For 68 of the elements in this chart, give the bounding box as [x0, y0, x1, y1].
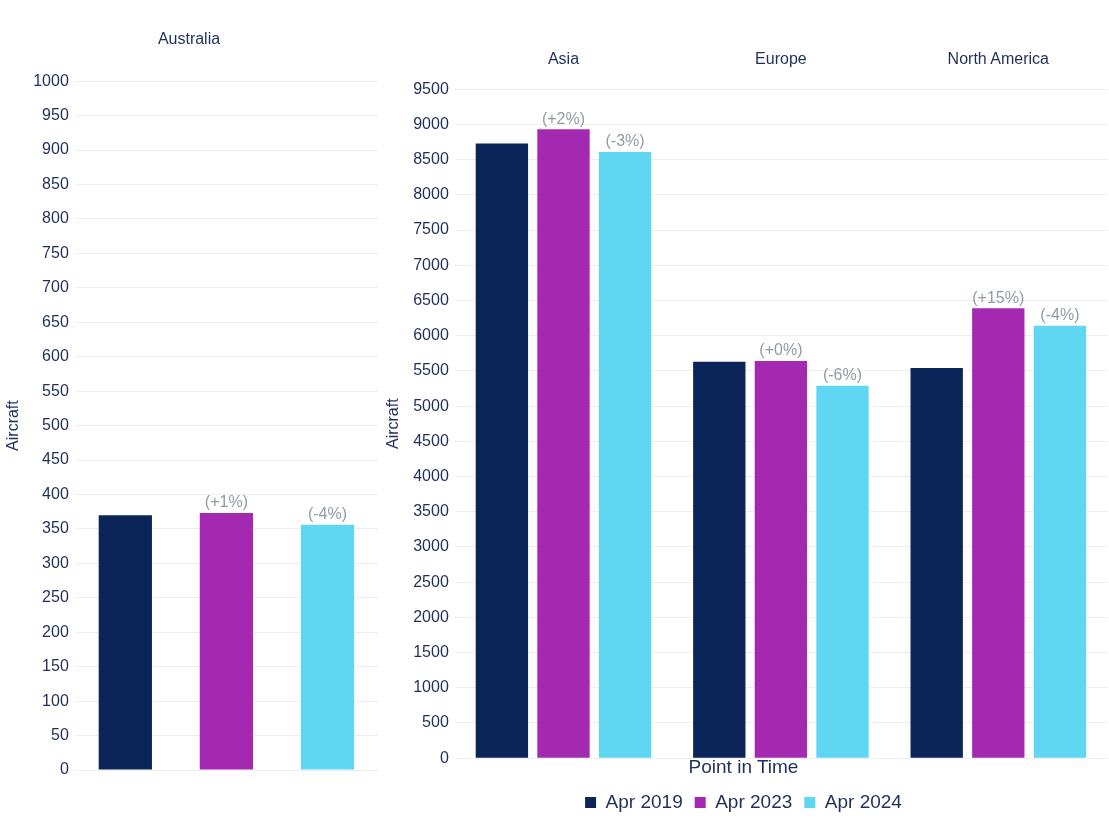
y-tick-label: 300: [42, 553, 69, 571]
y-tick-label: 350: [42, 519, 69, 537]
y-tick-label: 4000: [413, 466, 449, 484]
annotation: (+1%): [204, 493, 248, 511]
y-tick-label: 1500: [413, 642, 449, 660]
legend-label: Apr 2024: [824, 790, 903, 812]
bar: [537, 129, 590, 758]
y-tick-label: 2000: [413, 607, 449, 625]
annotation: (-6%): [822, 366, 863, 384]
legend-title: Point in Time: [688, 755, 799, 777]
y-axis-title: Aircraft: [4, 399, 22, 451]
annotation: (-3%): [605, 132, 645, 150]
x-tick-label: Asia: [547, 50, 580, 68]
y-tick-label: 250: [42, 588, 69, 606]
annotation: (+0%): [759, 341, 803, 359]
bar: [816, 385, 869, 758]
y-tick-label: 3000: [413, 537, 449, 555]
y-tick-label: 5500: [413, 361, 449, 379]
bar: [475, 143, 529, 758]
y-tick-label: 7000: [413, 255, 449, 273]
y-tick-label: 50: [51, 725, 69, 743]
y-tick-label: 100: [42, 691, 69, 709]
bar: [972, 308, 1025, 758]
annotation: (+15%): [972, 288, 1025, 306]
y-tick-label: 0: [59, 760, 69, 778]
y-tick-label: 5000: [413, 396, 449, 414]
y-tick-label: 2500: [413, 572, 449, 590]
legend-label: Apr 2019: [605, 790, 683, 812]
y-tick-label: 7500: [413, 220, 449, 238]
x-tick-label: North America: [947, 50, 1050, 68]
bar: [1033, 325, 1087, 758]
y-tick-label: 400: [42, 484, 69, 502]
y-tick-label: 600: [42, 347, 69, 365]
y-tick-label: 550: [42, 381, 69, 399]
y-tick-label: 450: [42, 450, 69, 468]
y-tick-label: 1000: [33, 71, 69, 89]
y-tick-label: 200: [42, 622, 69, 640]
y-tick-label: 900: [42, 140, 69, 158]
y-tick-label: 850: [42, 174, 69, 192]
legend-label: Apr 2023: [715, 790, 793, 812]
annotation: (-4%): [307, 505, 348, 523]
y-tick-label: 9000: [413, 114, 449, 132]
y-tick-label: 650: [42, 312, 69, 330]
y-axis-title: Aircraft: [384, 397, 402, 450]
y-tick-label: 150: [42, 657, 69, 675]
y-tick-label: 700: [42, 278, 69, 296]
y-tick-label: 8000: [413, 185, 449, 203]
y-tick-label: 1000: [413, 678, 449, 696]
annotation: (-4%): [1040, 306, 1080, 324]
y-tick-label: 4500: [413, 431, 449, 449]
chart-title: Australia: [157, 30, 221, 48]
x-tick-label: Europe: [755, 50, 807, 68]
bar: [598, 151, 652, 758]
y-tick-label: 9500: [413, 79, 449, 97]
y-tick-label: 3500: [413, 502, 449, 520]
y-tick-label: 0: [439, 748, 449, 766]
y-tick-label: 6500: [413, 290, 449, 308]
annotation: (+2%): [541, 109, 586, 127]
y-tick-label: 6000: [413, 326, 449, 344]
y-tick-label: 750: [42, 243, 69, 261]
bar: [910, 368, 963, 758]
bar: [693, 361, 746, 758]
y-tick-label: 500: [422, 713, 449, 731]
bar: [754, 361, 808, 758]
y-tick-label: 500: [42, 416, 69, 434]
y-tick-label: 8500: [413, 150, 449, 168]
y-tick-label: 950: [42, 106, 69, 124]
y-tick-label: 800: [42, 209, 69, 227]
